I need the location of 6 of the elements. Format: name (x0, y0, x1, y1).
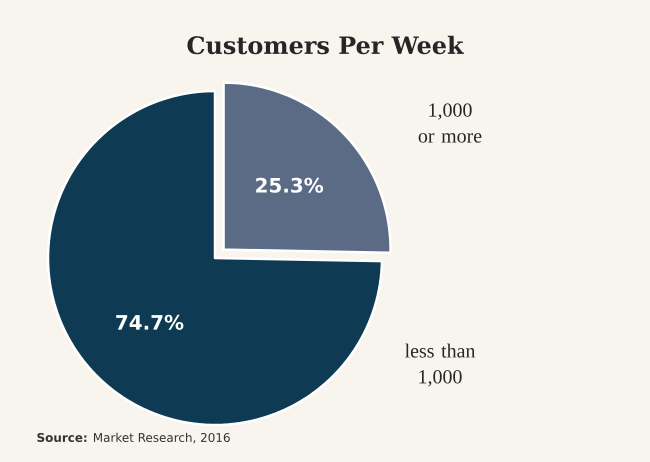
slice-label: less than 1,000 (404, 344, 476, 386)
data-label: 25.3% (256, 178, 324, 193)
chart-title: Customers Per Week (187, 36, 464, 54)
text: Source: Market Research, 2016 (37, 432, 230, 444)
data-label: 74.7% (116, 314, 184, 330)
slice-label: 1,000 or more (418, 103, 482, 143)
